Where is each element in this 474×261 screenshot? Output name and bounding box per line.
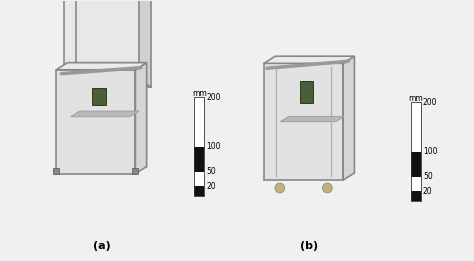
- Text: 100: 100: [423, 147, 438, 156]
- Text: mm: mm: [192, 90, 207, 98]
- Circle shape: [275, 183, 285, 193]
- Circle shape: [322, 183, 332, 193]
- Bar: [194, 97, 204, 196]
- Polygon shape: [71, 111, 139, 117]
- Bar: [53, 168, 59, 174]
- Text: 20: 20: [206, 182, 216, 191]
- Polygon shape: [138, 0, 151, 87]
- Text: 200: 200: [206, 93, 221, 102]
- Bar: [411, 102, 421, 201]
- Bar: [194, 97, 204, 147]
- Text: 50: 50: [206, 167, 216, 176]
- Bar: [300, 81, 313, 103]
- Bar: [194, 186, 204, 196]
- Bar: [92, 87, 106, 105]
- Bar: [411, 102, 421, 152]
- Text: 100: 100: [206, 142, 221, 151]
- Polygon shape: [56, 63, 146, 70]
- Bar: [411, 176, 421, 191]
- Polygon shape: [56, 70, 136, 174]
- Bar: [194, 147, 204, 171]
- Polygon shape: [343, 56, 355, 180]
- Polygon shape: [64, 0, 138, 80]
- Polygon shape: [264, 56, 355, 63]
- Bar: [411, 191, 421, 201]
- Bar: [132, 168, 138, 174]
- Polygon shape: [64, 0, 76, 87]
- Polygon shape: [136, 63, 146, 174]
- Polygon shape: [264, 63, 343, 180]
- Text: (a): (a): [92, 241, 110, 251]
- Text: 50: 50: [423, 172, 433, 181]
- Text: 20: 20: [423, 187, 433, 196]
- Text: mm: mm: [409, 94, 423, 103]
- Bar: [411, 152, 421, 176]
- Polygon shape: [281, 116, 344, 122]
- Text: 200: 200: [423, 98, 438, 107]
- Bar: [194, 171, 204, 186]
- Text: (b): (b): [300, 241, 318, 251]
